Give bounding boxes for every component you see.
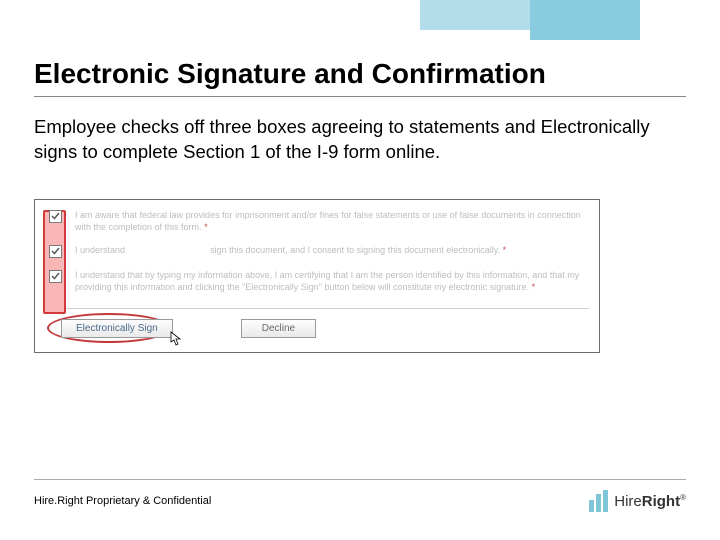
slide-footer: Hire.Right Proprietary & Confidential Hi… (34, 479, 686, 512)
hireright-logo: HireRight® (589, 490, 686, 512)
page-title: Electronic Signature and Confirmation (34, 58, 686, 90)
slide-content: Electronic Signature and Confirmation Em… (34, 58, 686, 353)
logo-text: HireRight® (614, 493, 686, 510)
agreement-row-3: I understand that by typing my informati… (45, 270, 589, 293)
footer-text: Hire.Right Proprietary & Confidential (34, 495, 211, 507)
agreement-text-1: I am aware that federal law provides for… (75, 210, 589, 233)
agreement-row-2: I understand sign this document, and I c… (45, 245, 589, 258)
obscured-text (128, 246, 208, 255)
checkbox-3[interactable] (49, 270, 62, 283)
button-row: Electronically Sign Decline (45, 319, 589, 338)
logo-registered: ® (680, 493, 686, 502)
agreement-row-1: I am aware that federal law provides for… (45, 210, 589, 233)
checkbox-1[interactable] (49, 210, 62, 223)
agreement-text-2: I understand sign this document, and I c… (75, 245, 506, 257)
header-decoration (380, 0, 680, 40)
footer-divider (34, 479, 686, 480)
agreement-text-1-content: I am aware that federal law provides for… (75, 210, 581, 232)
footer-row: Hire.Right Proprietary & Confidential Hi… (34, 490, 686, 512)
cursor-icon (165, 331, 183, 351)
agreement-text-3: I understand that by typing my informati… (75, 270, 589, 293)
decline-button[interactable]: Decline (241, 319, 316, 338)
decor-block-dark (530, 0, 640, 40)
form-screenshot: I am aware that federal law provides for… (34, 199, 600, 353)
agreement-text-2-before: I understand (75, 245, 125, 255)
form-divider (45, 308, 589, 309)
required-asterisk: * (503, 245, 507, 255)
logo-part1: Hire (614, 493, 642, 510)
body-text: Employee checks off three boxes agreeing… (34, 115, 686, 165)
agreement-text-2-after: sign this document, and I consent to sig… (210, 245, 500, 255)
required-asterisk: * (532, 282, 536, 292)
logo-bars-icon (589, 490, 608, 512)
electronically-sign-button[interactable]: Electronically Sign (61, 319, 173, 338)
decor-block-light (420, 0, 540, 30)
agreement-text-3-content: I understand that by typing my informati… (75, 270, 579, 292)
title-underline (34, 96, 686, 97)
logo-part2: Right (642, 493, 680, 510)
checkbox-2[interactable] (49, 245, 62, 258)
required-asterisk: * (204, 222, 208, 232)
